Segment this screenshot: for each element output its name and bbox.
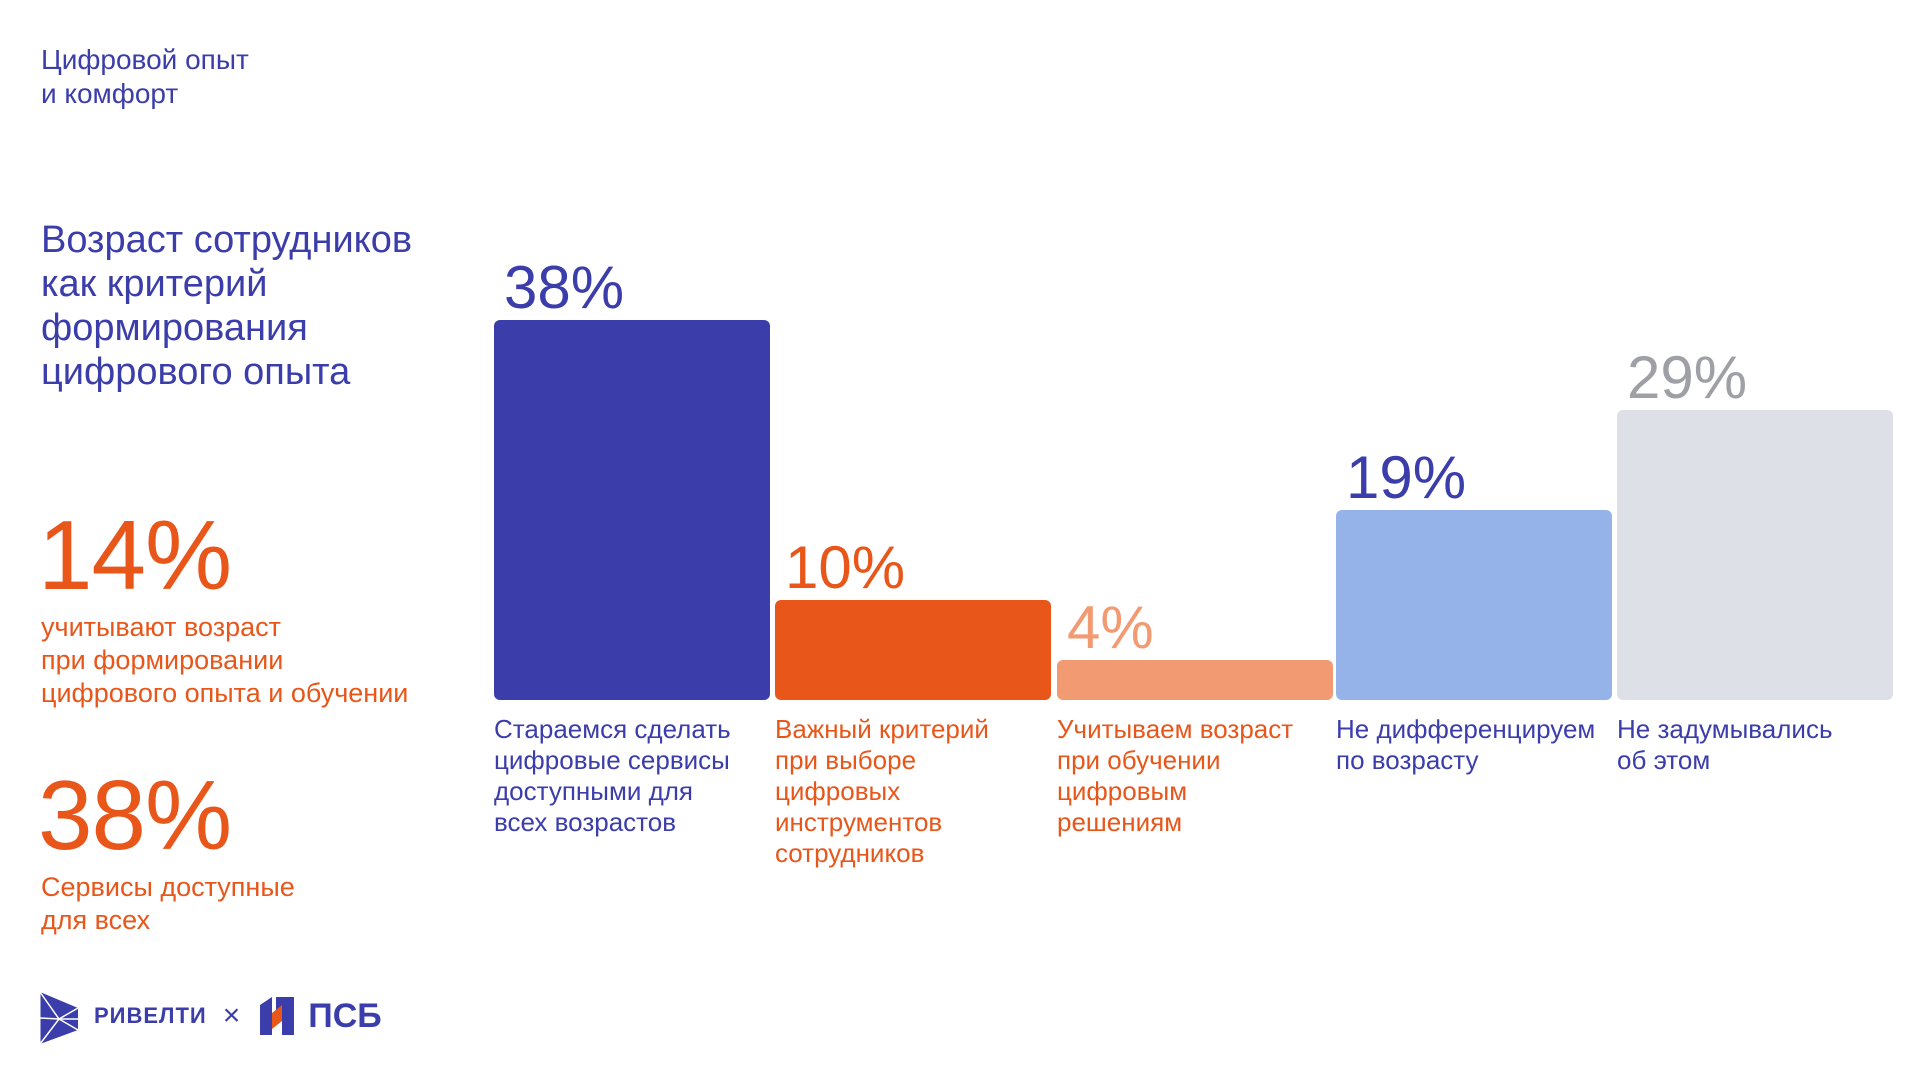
bar-5 [1617,410,1893,700]
bar-category-label-line: сотрудников [775,838,925,868]
bar-category-label-line: Учитываем возраст [1057,714,1294,744]
bar-category-label-line: решениям [1057,807,1183,837]
page-title-line-2: как критерий [41,263,268,305]
kpi-description-line: для всех [41,905,151,935]
footer-logos: РИВЕЛТИ × ПСБ [38,985,382,1047]
bar-category-label-line: при выборе [775,745,917,775]
psb-brand-name: ПСБ [308,996,382,1035]
partnership-separator: × [222,999,241,1032]
bar-category-label-line: доступными для [494,776,693,806]
bar-category-label-3: Учитываем возраст при обучении цифровым реш… [1057,714,1327,838]
kpi-value: 14% [38,500,232,610]
kpi-description-line: цифрового опыта и обучении [41,678,409,708]
bar-value-label-2: 10% [785,534,905,601]
bar-3 [1057,660,1333,700]
page-title-line-1: Возраст сотрудников [41,219,413,261]
bar-category-label-1: Стараемся сделать цифровые сервисы доступн… [494,714,764,838]
bar-category-label-line: по возрасту [1336,745,1479,775]
section-tag-line-2: и комфорт [41,78,179,109]
bar-category-label-line: Важный критерий [775,714,989,744]
bar-category-label-2: Важный критерий при выборе цифровых инструм… [775,714,1045,869]
rivelti-brand-name: РИВЕЛТИ [94,1003,207,1028]
bar-category-label-line: цифровых [775,776,901,806]
bar-value-label-1: 38% [504,254,624,321]
bar-category-label-line: инструментов [775,807,943,837]
kpi-description-line: учитывают возраст [41,612,282,642]
bar-1 [494,320,770,700]
kpi-value: 38% [38,760,232,870]
rivelti-logo-icon [39,991,79,1045]
psb-logo-icon [260,997,295,1035]
kpi-description: Сервисы доступные для всех [41,871,295,937]
bar-category-label-line: Не задумывались [1617,714,1833,744]
bar-category-label-4: Не дифференцируем по возрасту [1336,714,1606,776]
page-title-line-4: цифрового опыта [41,351,351,393]
kpi-description-line: при формировании [41,645,284,675]
bar-category-label-line: Не дифференцируем [1336,714,1596,744]
bar-category-label-5: Не задумывались об этом [1617,714,1887,776]
bar-category-label-line: всех возрастов [494,807,677,837]
bar-category-label-line: при обучении [1057,745,1221,775]
bar-value-label-3: 4% [1067,594,1154,661]
section-tag-line-1: Цифровой опыт [41,44,249,75]
bar-value-label-4: 19% [1346,444,1466,511]
page-title-line-3: формирования [41,307,308,349]
kpi-description: учитывают возраст при формировании цифро… [41,611,408,710]
bar-category-label-line: Стараемся сделать [494,714,731,744]
bar-value-label-5: 29% [1627,344,1747,411]
section-tag: Цифровой опыт и комфорт [41,43,249,111]
kpi-block-services-for-all: 38% Сервисы доступные для всех [38,765,295,937]
kpi-description-line: Сервисы доступные [41,872,295,902]
bar-category-label-line: цифровые сервисы [494,745,730,775]
page-title: Возраст сотрудников как критерий формиро… [41,218,461,394]
bar-2 [775,600,1051,700]
bar-category-label-line: об этом [1617,745,1711,775]
kpi-block-age-considered: 14% учитывают возраст при формировании ц… [38,505,408,710]
bar-category-label-line: цифровым [1057,776,1188,806]
bar-4 [1336,510,1612,700]
